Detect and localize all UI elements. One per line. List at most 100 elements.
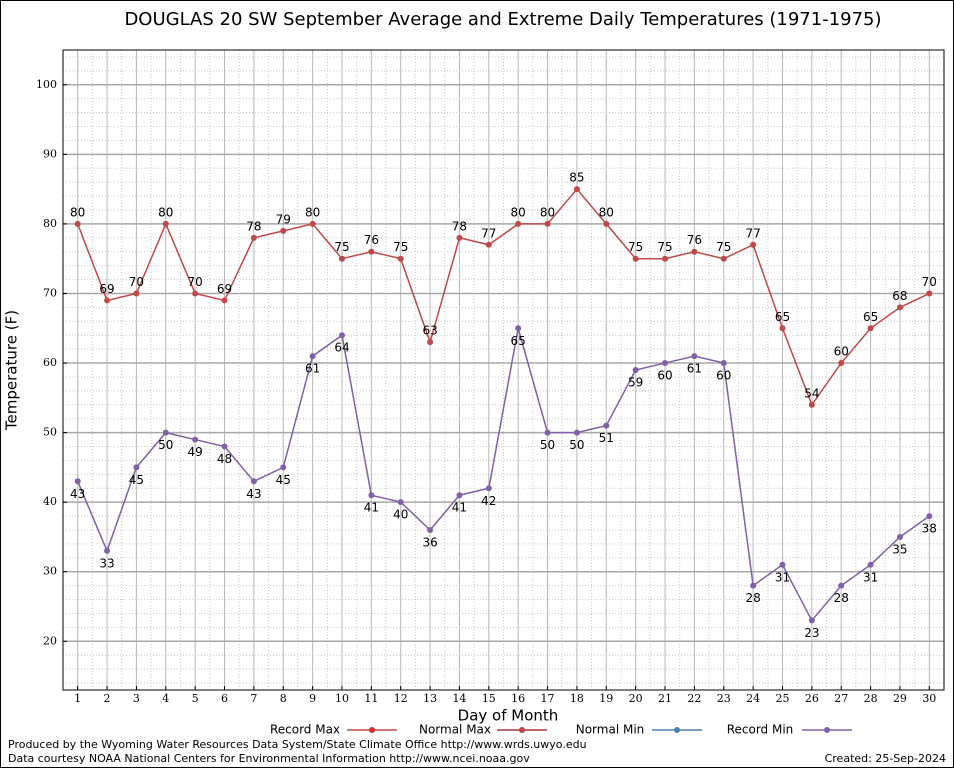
legend-marker	[824, 727, 830, 733]
x-tick-label: 10	[335, 692, 349, 705]
data-label: 59	[628, 376, 643, 390]
chart-title: DOUGLAS 20 SW September Average and Extr…	[124, 9, 881, 30]
y-tick-label: 60	[43, 356, 57, 369]
point	[280, 227, 287, 234]
series-line	[76, 187, 930, 407]
data-label: 48	[217, 452, 232, 466]
point	[162, 220, 169, 227]
point	[280, 464, 287, 471]
y-axis-label: Temperature (F)	[3, 310, 21, 431]
x-tick-label: 26	[805, 692, 819, 705]
x-tick-label: 18	[570, 692, 584, 705]
point	[603, 422, 610, 429]
data-label: 42	[481, 494, 496, 508]
series-line	[76, 328, 930, 622]
data-label: 61	[305, 362, 320, 376]
data-label: 80	[70, 205, 85, 219]
legend-marker	[674, 727, 680, 733]
data-label: 75	[716, 240, 731, 254]
x-tick-label: 2	[104, 692, 111, 705]
y-tick-label: 100	[36, 78, 57, 91]
point	[867, 325, 874, 332]
data-label: 23	[804, 626, 819, 640]
x-tick-label: 1	[74, 692, 81, 705]
point	[573, 429, 580, 436]
legend-marker	[369, 727, 375, 733]
data-label: 75	[628, 240, 643, 254]
data-label: 70	[188, 275, 203, 289]
point	[838, 582, 845, 589]
data-label: 75	[657, 240, 672, 254]
x-tick-label: 29	[893, 692, 907, 705]
point	[720, 255, 727, 262]
point	[808, 617, 815, 624]
y-tick-label: 30	[43, 565, 57, 578]
x-tick-label: 30	[922, 692, 936, 705]
data-label: 41	[364, 501, 379, 515]
point	[309, 353, 316, 360]
point	[515, 325, 522, 332]
x-tick-label: 5	[192, 692, 199, 705]
point	[74, 478, 81, 485]
data-label: 45	[129, 473, 144, 487]
point	[397, 499, 404, 506]
point	[104, 547, 111, 554]
data-label: 65	[863, 310, 878, 324]
x-tick-label: 24	[746, 692, 760, 705]
data-label: 70	[129, 275, 144, 289]
data-label: 75	[393, 240, 408, 254]
point	[456, 492, 463, 499]
data-label: 70	[922, 275, 937, 289]
data-label: 80	[540, 205, 555, 219]
legend-label: Normal Min	[576, 723, 645, 737]
x-tick-label: 16	[511, 692, 525, 705]
point	[544, 220, 551, 227]
data-label: 50	[569, 438, 584, 452]
data-label: 68	[892, 289, 907, 303]
point	[867, 561, 874, 568]
point	[632, 255, 639, 262]
point	[397, 255, 404, 262]
x-tick-label: 13	[423, 692, 437, 705]
data-label: 63	[422, 324, 437, 338]
data-label: 80	[511, 205, 526, 219]
data-label: 31	[863, 570, 878, 584]
point	[691, 248, 698, 255]
point	[750, 241, 757, 248]
x-tick-label: 4	[162, 692, 169, 705]
point	[192, 290, 199, 297]
data-label: 76	[687, 233, 702, 247]
point	[162, 429, 169, 436]
point	[779, 325, 786, 332]
data-label: 60	[657, 369, 672, 383]
data-label: 45	[276, 473, 291, 487]
point	[368, 248, 375, 255]
data-label: 60	[716, 369, 731, 383]
legend-label: Record Max	[270, 723, 340, 737]
point	[720, 360, 727, 367]
data-label: 28	[745, 591, 760, 605]
point	[515, 220, 522, 227]
point	[544, 429, 551, 436]
point	[427, 339, 434, 346]
y-tick-label: 50	[43, 426, 57, 439]
data-label: 78	[452, 219, 467, 233]
point	[368, 492, 375, 499]
point	[662, 255, 669, 262]
y-tick-label: 40	[43, 495, 57, 508]
y-tick-label: 80	[43, 217, 57, 230]
y-tick-label: 20	[43, 634, 57, 647]
data-label: 77	[745, 226, 760, 240]
point	[750, 582, 757, 589]
point	[632, 367, 639, 373]
plot-frame	[62, 49, 945, 691]
x-tick-label: 25	[775, 692, 789, 705]
data-label: 76	[364, 233, 379, 247]
point	[250, 234, 257, 241]
data-label: 43	[246, 487, 261, 501]
x-tick-label: 7	[250, 692, 257, 705]
point	[338, 332, 345, 339]
data-label: 61	[687, 362, 702, 376]
